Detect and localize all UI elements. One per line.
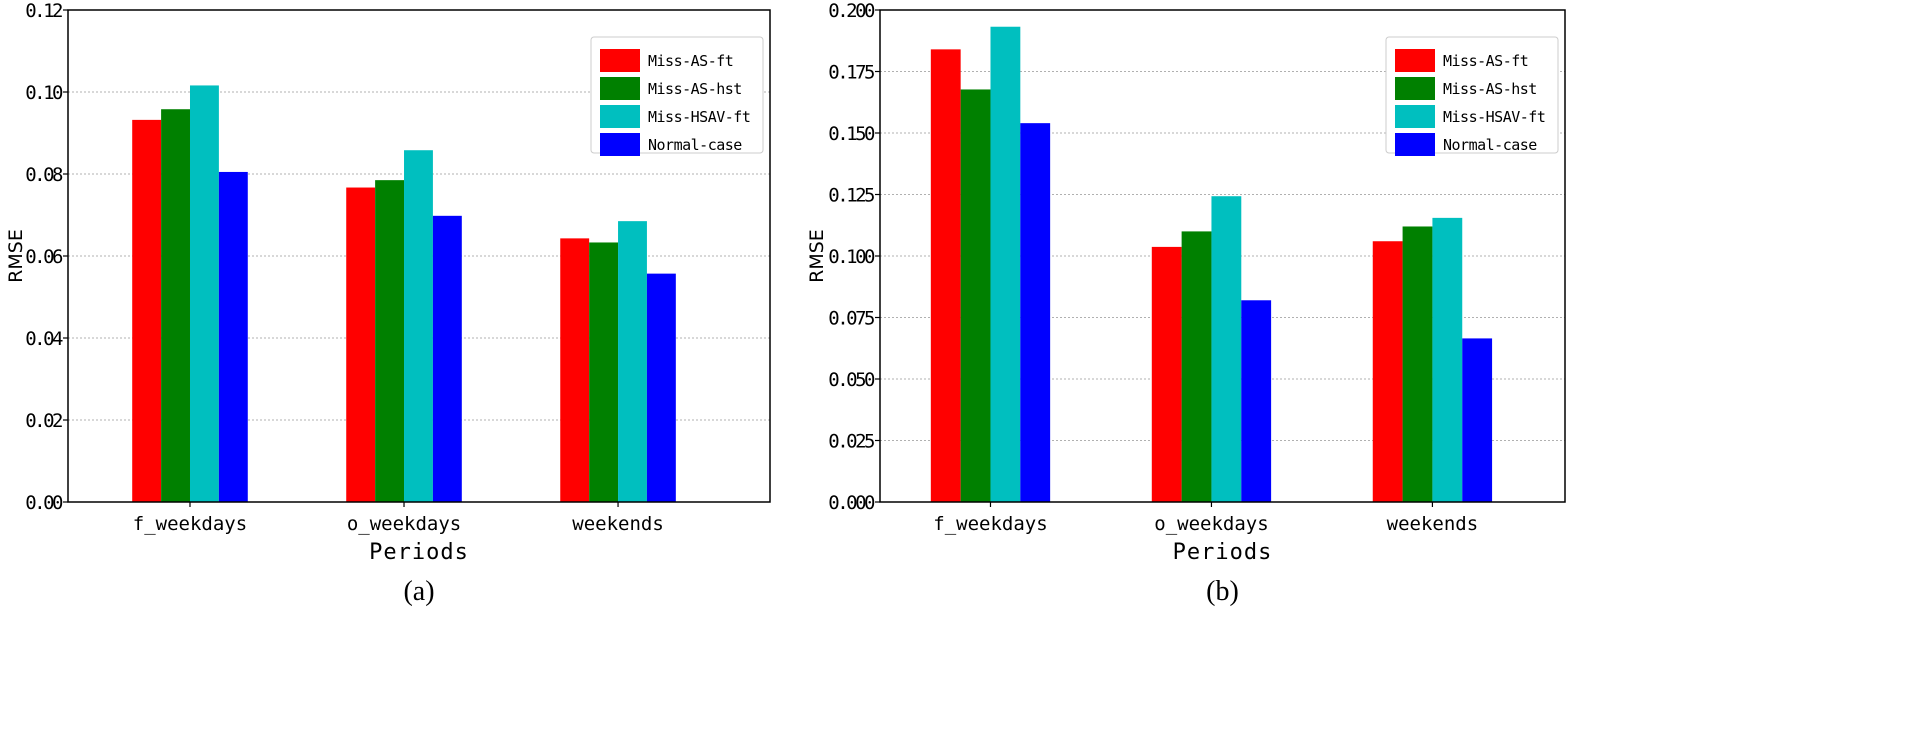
legend-swatch — [1395, 133, 1435, 156]
chart-b: 0.000 0.025 0.050 0.075 0.100 0.125 0.150 0.175… — [806, 0, 1566, 607]
legend-swatch — [600, 77, 640, 100]
legend-label: Miss-HSAV-ft — [1443, 108, 1545, 126]
legend-swatch — [1395, 49, 1435, 72]
y-tick-label: 0.025 — [828, 431, 874, 453]
bar-miss-as-ft — [1151, 246, 1182, 502]
bar-normal-case — [1020, 123, 1051, 502]
caption: (b) — [1206, 576, 1239, 607]
y-tick-label: 0.04 — [25, 328, 63, 350]
y-tick-label: 0.175 — [828, 62, 874, 84]
y-tick-label: 0.12 — [25, 0, 62, 22]
bar-miss-hsav-ft — [1211, 196, 1242, 503]
legend-label: Miss-AS-ft — [648, 52, 733, 70]
y-tick-label: 0.100 — [828, 246, 875, 268]
bar-normal-case — [646, 273, 676, 502]
y-tick-label: 0.00 — [25, 492, 63, 514]
y-tick-label: 0.125 — [828, 185, 874, 207]
legend-label: Miss-AS-hst — [648, 80, 742, 98]
y-tick-label: 0.08 — [25, 164, 63, 186]
legend-swatch — [1395, 105, 1435, 128]
bar-normal-case — [432, 215, 462, 502]
bar-miss-as-ft — [132, 119, 162, 502]
bar-miss-as-ft — [930, 49, 961, 503]
legend-label: Normal-case — [1443, 136, 1537, 154]
bar-miss-hsav-ft — [618, 221, 647, 502]
caption: (a) — [403, 576, 434, 607]
bar-miss-as-ft — [346, 187, 376, 502]
x-tick-label: o_weekdays — [347, 513, 461, 535]
bar-normal-case — [1241, 300, 1272, 502]
x-axis-label: Periods — [1173, 540, 1273, 565]
bar-miss-as-hst — [375, 180, 405, 502]
axes-frame — [67, 9, 771, 503]
chart-a: 0.00 0.02 0.04 0.06 0.08 0.10 0.12 f_weekdays o_… — [5, 0, 771, 607]
x-tick-label: weekends — [572, 513, 664, 535]
legend-label: Miss-HSAV-ft — [648, 108, 750, 126]
legend-swatch — [600, 49, 640, 72]
x-tick-label: f_weekdays — [133, 513, 247, 535]
y-tick-label: 0.02 — [25, 410, 62, 432]
bar-normal-case — [218, 171, 248, 502]
bar-miss-hsav-ft — [189, 85, 219, 502]
y-tick-label: 0.150 — [828, 123, 875, 145]
y-axis-label: RMSE — [5, 229, 27, 283]
bar-miss-as-hst — [1402, 226, 1433, 503]
y-tick-label: 0.06 — [25, 246, 63, 268]
legend-label: Normal-case — [648, 136, 742, 154]
legend-label: Miss-AS-hst — [1443, 80, 1537, 98]
y-tick-label: 0.000 — [828, 492, 875, 514]
legend-swatch — [600, 105, 640, 128]
bar-miss-hsav-ft — [990, 26, 1021, 503]
x-tick-label: f_weekdays — [933, 513, 1047, 535]
bar-normal-case — [1462, 338, 1493, 502]
x-tick-label: weekends — [1387, 513, 1479, 535]
legend: Miss-AS-ft Miss-AS-hst Miss-HSAV-ft Normal-… — [590, 36, 764, 156]
legend-swatch — [600, 133, 640, 156]
bar-miss-as-hst — [161, 109, 190, 502]
legend-swatch — [1395, 77, 1435, 100]
x-axis-label: Periods — [369, 540, 469, 565]
bar-miss-as-hst — [960, 89, 991, 502]
bar-miss-as-hst — [589, 242, 619, 502]
bar-miss-as-ft — [560, 238, 590, 502]
y-tick-label: 0.050 — [828, 369, 875, 391]
y-tick-label: 0.075 — [828, 308, 874, 330]
y-tick-label: 0.10 — [25, 82, 63, 104]
legend: Miss-AS-ft Miss-AS-hst Miss-HSAV-ft Normal-… — [1385, 36, 1559, 156]
bar-miss-as-ft — [1372, 241, 1403, 503]
y-tick-label: 0.200 — [828, 0, 875, 22]
axes-frame — [879, 9, 1566, 503]
bar-miss-hsav-ft — [1432, 217, 1463, 502]
x-tick-label: o_weekdays — [1154, 513, 1268, 535]
bar-miss-as-hst — [1181, 231, 1212, 502]
legend-label: Miss-AS-ft — [1443, 52, 1528, 70]
y-axis-label: RMSE — [806, 229, 828, 283]
bar-miss-hsav-ft — [404, 150, 433, 502]
